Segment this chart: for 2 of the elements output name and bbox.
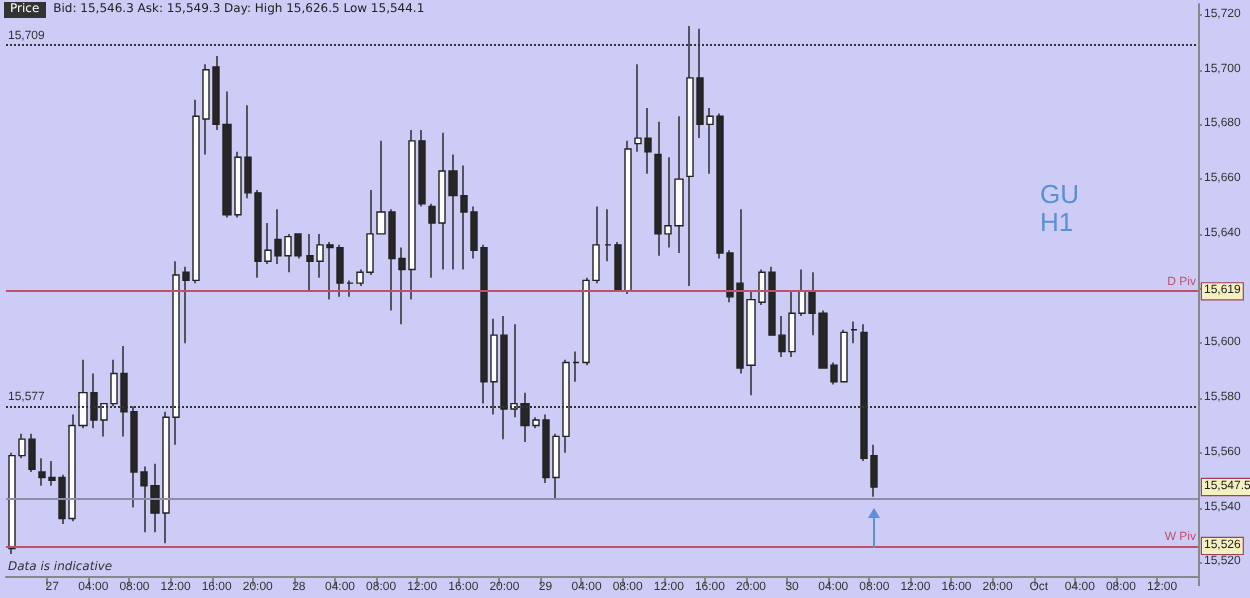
candlestick [850, 320, 858, 345]
text: GU H1 [1040, 179, 1087, 237]
